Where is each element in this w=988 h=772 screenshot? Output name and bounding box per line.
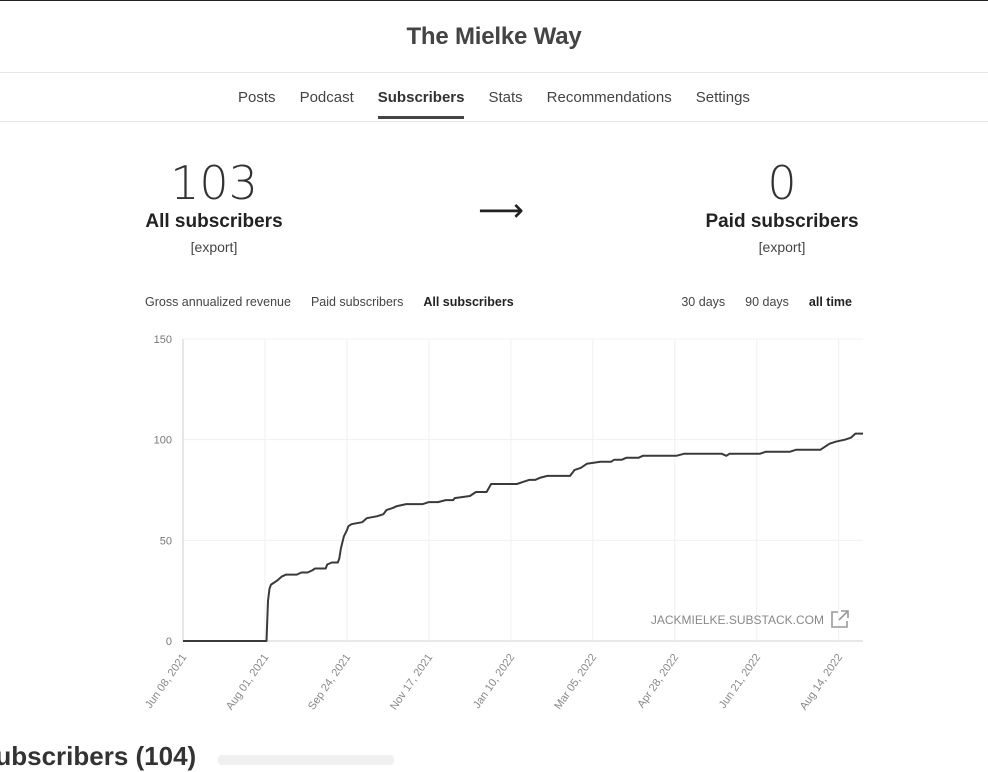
- all-subscribers-count: 103: [170, 156, 258, 210]
- x-tick-label: Aug 14, 2022: [798, 652, 845, 712]
- subscribers-chart: 0 50 100 150 Jun 08, 2021 Aug 01, 2021 Sep 24…: [143, 334, 863, 712]
- tab-recommendations[interactable]: Recommendations: [546, 89, 672, 106]
- subscribers-search-box[interactable]: [218, 755, 394, 765]
- metric-gross-revenue[interactable]: Gross annualized revenue: [145, 295, 291, 309]
- x-tick-label: Jan 10, 2022: [471, 652, 517, 711]
- tabs-divider: [0, 121, 988, 122]
- range-30-days[interactable]: 30 days: [681, 295, 726, 309]
- y-axis: 0 50 100 150: [154, 334, 172, 648]
- chart-grid: [182, 338, 863, 642]
- subscribers-line: [183, 432, 863, 642]
- site-title[interactable]: The Mielke Way: [406, 23, 582, 50]
- y-tick-label: 100: [154, 435, 172, 447]
- all-subscribers-stat: 103 All subscribers [export]: [114, 159, 314, 255]
- range-90-days[interactable]: 90 days: [745, 295, 789, 309]
- x-tick-label: Jun 08, 2021: [143, 652, 189, 711]
- x-tick-label: Sep 24, 2021: [306, 652, 353, 712]
- metric-selector: Gross annualized revenue Paid subscriber…: [145, 295, 514, 309]
- range-selector: 30 days 90 days all time: [681, 295, 852, 309]
- tab-settings[interactable]: Settings: [695, 89, 750, 106]
- y-tick-label: 0: [166, 636, 172, 648]
- tab-posts[interactable]: Posts: [238, 89, 276, 106]
- section-tabs: Posts Podcast Subscribers Stats Recommen…: [0, 89, 988, 119]
- paid-subscribers-count: 0: [767, 156, 797, 210]
- x-tick-label: Mar 05, 2022: [552, 652, 599, 712]
- x-axis: Jun 08, 2021 Aug 01, 2021 Sep 24, 2021 Nov …: [143, 652, 845, 712]
- paid-subscribers-stat: 0 Paid subscribers [export]: [682, 159, 882, 255]
- x-tick-label: Aug 01, 2021: [224, 652, 271, 712]
- paid-subscribers-label: Paid subscribers: [705, 211, 859, 232]
- external-link-icon[interactable]: [831, 610, 849, 628]
- y-tick-label: 150: [154, 334, 172, 346]
- metric-paid-subscribers[interactable]: Paid subscribers: [310, 295, 404, 309]
- x-tick-label: Jun 21, 2022: [717, 652, 763, 711]
- x-tick-label: Nov 17, 2021: [388, 652, 435, 712]
- export-all-link[interactable]: [export]: [190, 239, 238, 255]
- metric-all-subscribers[interactable]: All subscribers: [423, 295, 514, 309]
- x-tick-label: Apr 28, 2022: [635, 652, 681, 710]
- export-paid-link[interactable]: [export]: [758, 239, 806, 255]
- all-subscribers-label: All subscribers: [145, 211, 283, 232]
- subscribers-list-heading: Subscribers (104): [0, 741, 197, 771]
- tab-subscribers[interactable]: Subscribers: [377, 89, 464, 119]
- tab-podcast[interactable]: Podcast: [299, 89, 354, 106]
- arrow-icon: ⟶: [478, 192, 524, 228]
- header-divider: [0, 72, 988, 73]
- y-tick-label: 50: [160, 535, 172, 547]
- range-all-time[interactable]: all time: [808, 295, 852, 309]
- watermark-text[interactable]: JACKMIELKE.SUBSTACK.COM: [651, 613, 824, 627]
- tab-stats[interactable]: Stats: [488, 89, 523, 106]
